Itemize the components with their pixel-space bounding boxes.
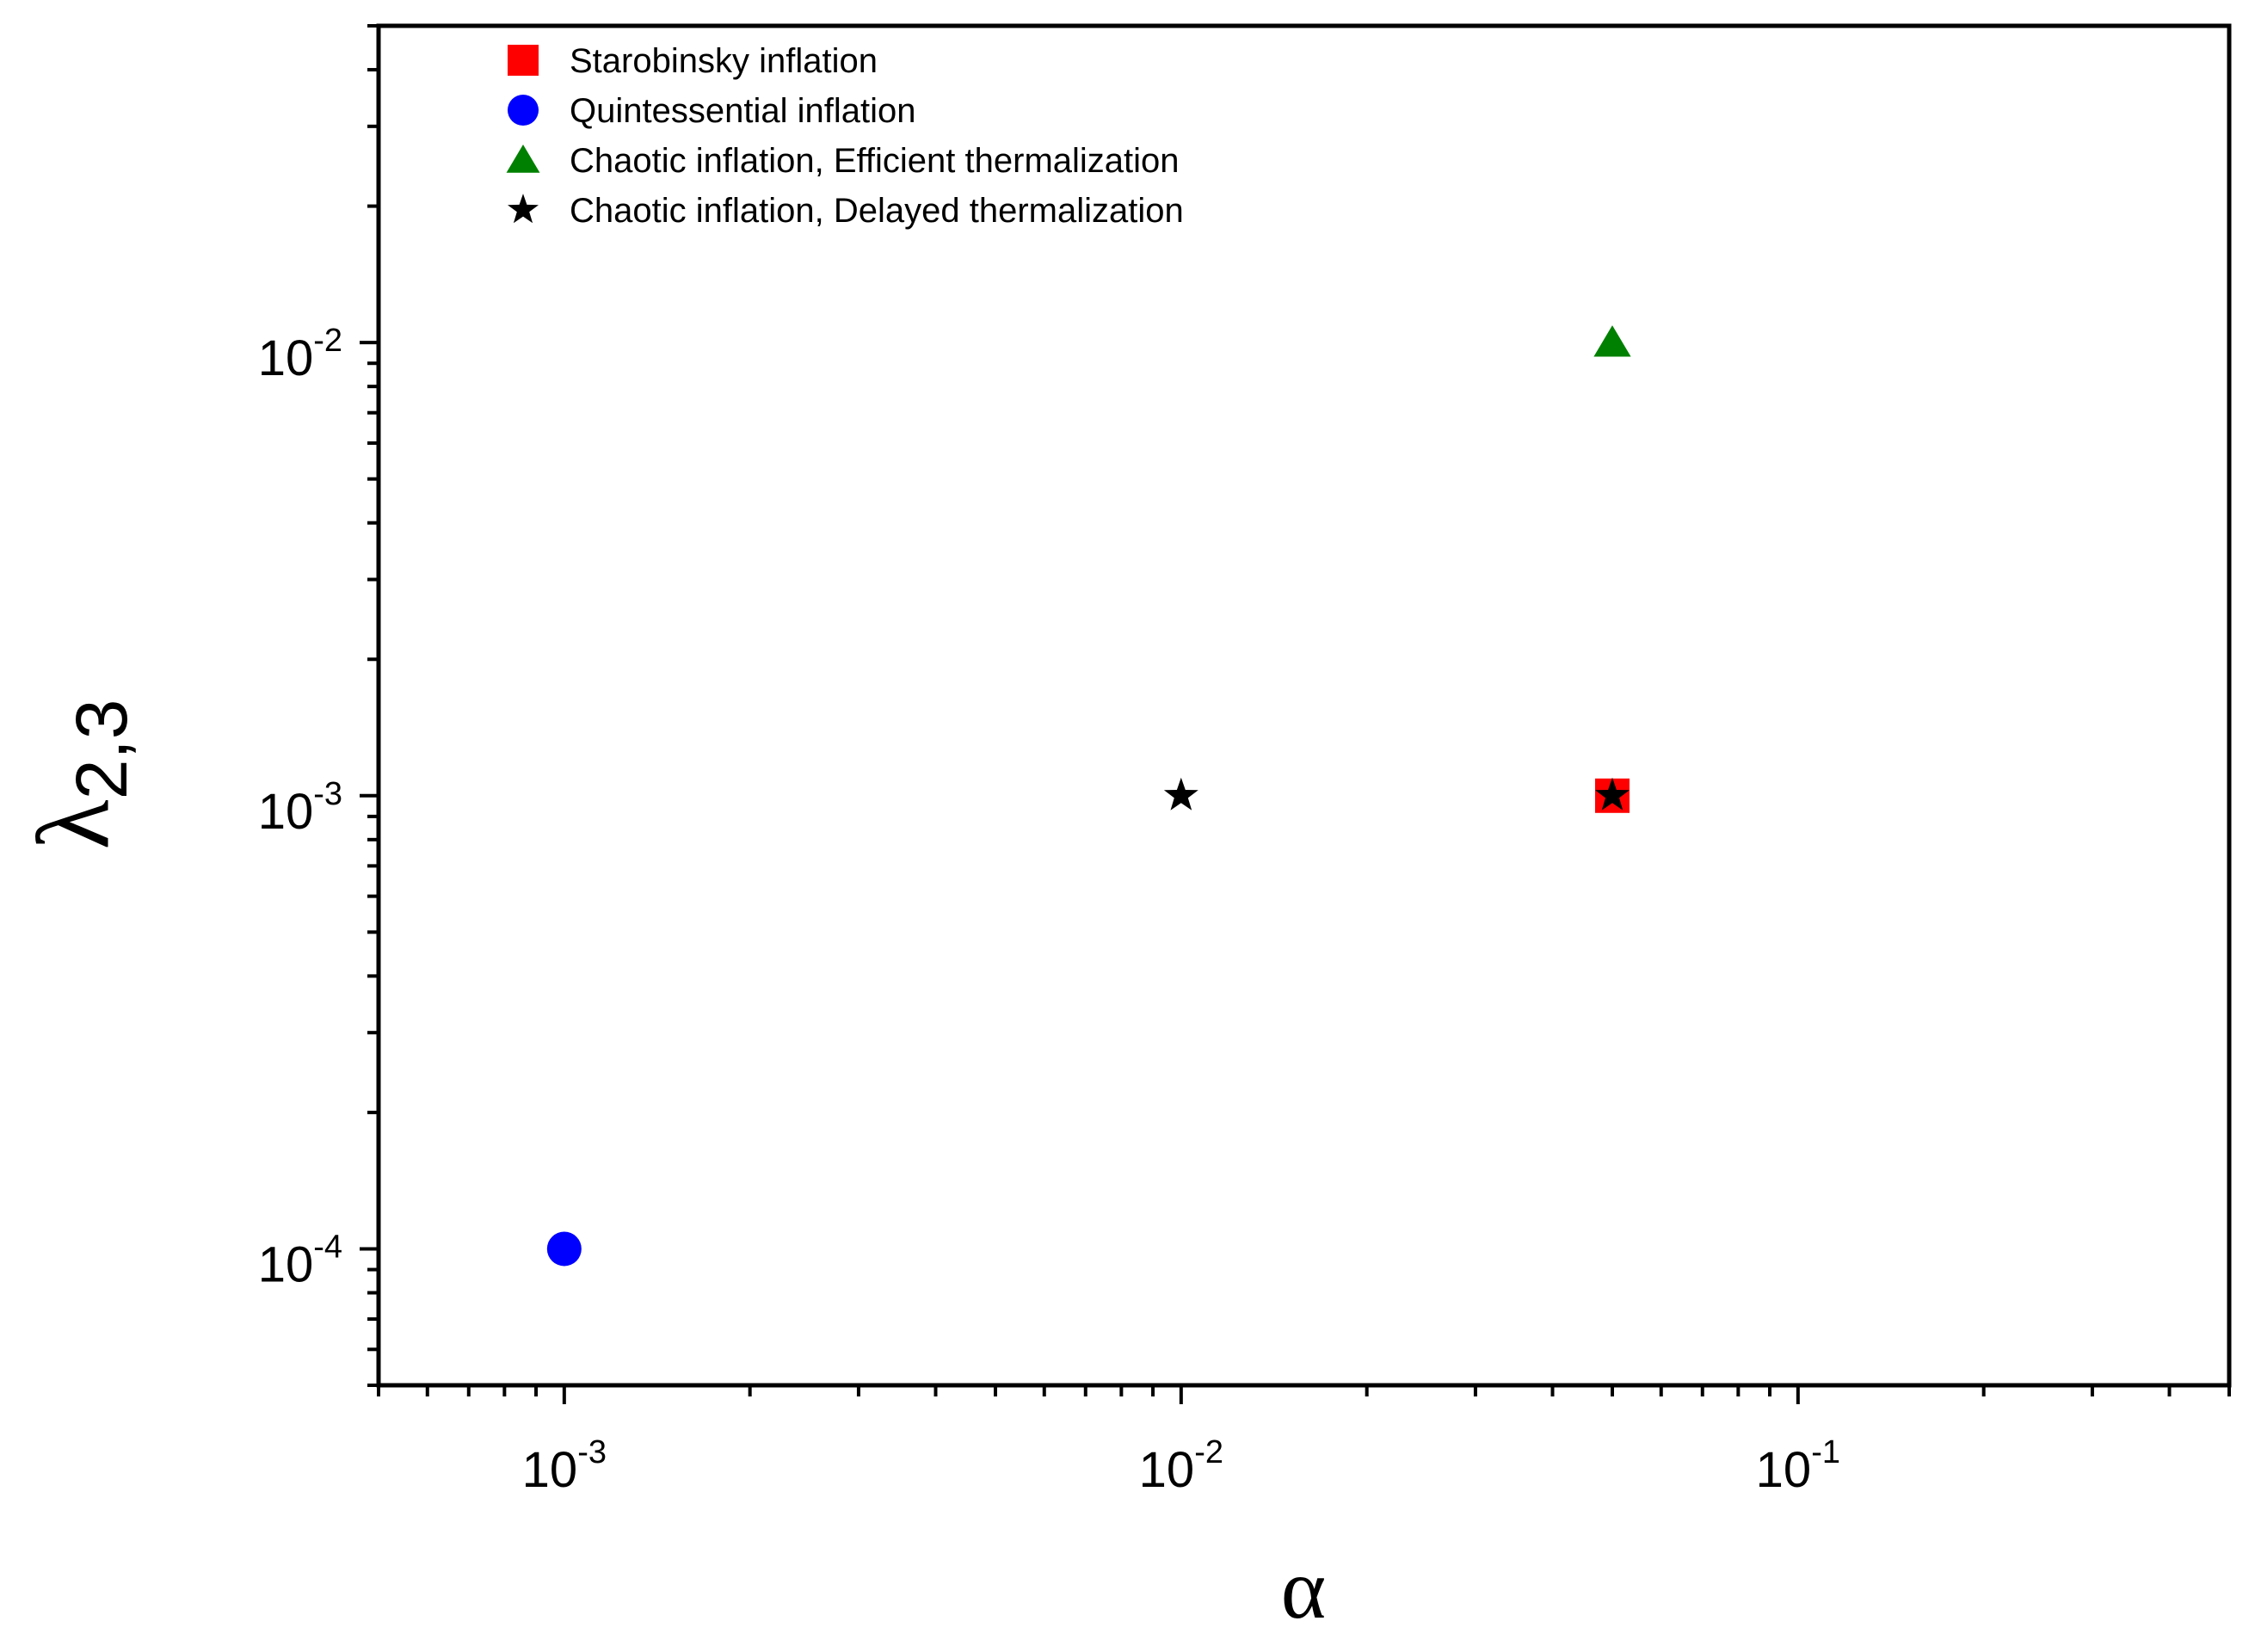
legend-marker-triangle <box>506 145 540 173</box>
legend-label: Quintessential inflation <box>570 92 915 130</box>
x-tick-label: 10-2 <box>1139 1434 1223 1498</box>
tick-label-exponent: -2 <box>1194 1434 1223 1470</box>
tick-label-exponent: -3 <box>313 776 342 812</box>
legend-item: Chaotic inflation, Efficient thermalizat… <box>506 142 1180 180</box>
y-axis-title-subscript: 2,3 <box>61 700 142 800</box>
plot-frame <box>376 23 2232 1388</box>
tick-label-base: 10 <box>258 1236 314 1292</box>
tick-label-base: 10 <box>258 784 314 840</box>
legend-marker-square <box>508 45 539 76</box>
y-axis-title-base: λ <box>15 799 130 849</box>
data-point-circle <box>546 1231 582 1267</box>
data-point-triangle <box>1593 325 1631 357</box>
data-point-star <box>1163 777 1198 811</box>
legend: Starobinsky inflation Quintessential infl… <box>506 42 1184 230</box>
y-tick-label: 10-3 <box>258 776 342 840</box>
tick-label-exponent: -1 <box>1811 1434 1840 1470</box>
data-points <box>546 325 1631 1267</box>
legend-label: Chaotic inflation, Efficient thermalizat… <box>570 142 1180 180</box>
tick-label-base: 10 <box>258 330 314 386</box>
legend-marker-circle <box>508 95 539 126</box>
tick-label-exponent: -3 <box>577 1434 607 1470</box>
y-axis-ticks <box>360 24 379 1387</box>
data-point-star <box>1595 777 1630 811</box>
legend-item: Quintessential inflation <box>508 92 915 130</box>
x-tick-label: 10-1 <box>1756 1434 1840 1498</box>
y-axis-tick-labels: 10-410-310-2 <box>258 323 342 1292</box>
legend-item: Starobinsky inflation <box>508 42 878 80</box>
x-tick-label: 10-3 <box>522 1434 607 1498</box>
legend-label: Chaotic inflation, Delayed thermalizatio… <box>570 192 1184 230</box>
y-axis-title: λ2,3 <box>15 700 142 850</box>
x-axis-ticks <box>377 1385 2231 1404</box>
tick-label-exponent: -2 <box>313 323 342 359</box>
y-tick-label: 10-4 <box>258 1229 342 1292</box>
tick-label-base: 10 <box>1139 1442 1195 1498</box>
tick-label-base: 10 <box>1756 1442 1812 1498</box>
y-tick-label: 10-2 <box>258 323 342 386</box>
tick-label-exponent: -4 <box>313 1229 342 1265</box>
x-axis-tick-labels: 10-3 10-2 10-1 <box>522 1434 1840 1498</box>
legend-item: Chaotic inflation, Delayed thermalizatio… <box>508 192 1184 230</box>
legend-label: Starobinsky inflation <box>570 42 878 80</box>
legend-marker-star <box>508 194 539 224</box>
x-axis-title: α <box>1281 1541 1326 1637</box>
tick-label-base: 10 <box>522 1442 578 1498</box>
